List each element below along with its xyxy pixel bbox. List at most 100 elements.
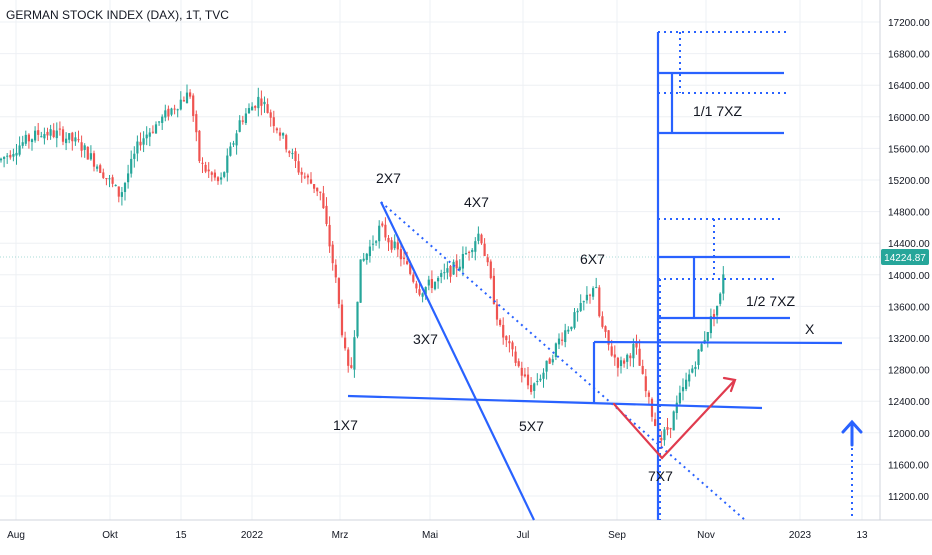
- candle-body: [322, 193, 325, 209]
- candle-body: [452, 261, 455, 275]
- candle-body: [9, 154, 12, 158]
- candle-body: [607, 330, 610, 345]
- candle-body: [278, 132, 282, 136]
- x-tick-label: Nov: [697, 530, 715, 541]
- candle-body: [722, 274, 725, 294]
- candle-body: [616, 357, 619, 368]
- y-tick-label: 14400.00: [888, 239, 930, 250]
- candle-body: [517, 361, 520, 367]
- candle-body: [105, 178, 108, 180]
- candle-body: [260, 98, 263, 106]
- wave-label-3x7: 3X7: [413, 331, 438, 347]
- candle-body: [495, 304, 499, 320]
- candle-body: [164, 110, 167, 118]
- x-tick-label: Okt: [102, 530, 118, 541]
- candle-body: [663, 429, 666, 441]
- candle-body: [480, 234, 483, 244]
- candle-body: [247, 108, 251, 114]
- candle-body: [167, 108, 170, 117]
- candle-body: [430, 279, 433, 289]
- wave-label-6x7: 6X7: [580, 251, 605, 267]
- candle-body: [189, 92, 192, 97]
- candle-body: [114, 185, 117, 187]
- candle-body: [455, 260, 458, 269]
- y-tick-label: 16800.00: [888, 50, 930, 61]
- x-tick-label: Jul: [517, 530, 530, 541]
- candle-body: [644, 376, 647, 392]
- candle-body: [499, 319, 502, 325]
- candle-body: [158, 121, 161, 123]
- candle-body: [424, 287, 427, 295]
- candle-body: [297, 161, 300, 173]
- candle-body: [55, 130, 58, 139]
- candle-body: [213, 172, 216, 178]
- candle-body: [520, 367, 523, 376]
- candle-body: [263, 101, 266, 105]
- candle-body: [399, 249, 402, 260]
- y-tick-label: 12800.00: [888, 366, 930, 377]
- candle-body: [542, 372, 545, 379]
- candle-body: [638, 348, 641, 366]
- candle-body: [18, 145, 21, 155]
- candle-body: [83, 145, 86, 150]
- candle-body: [390, 240, 393, 250]
- candle-body: [619, 360, 623, 367]
- candle-body: [46, 131, 49, 136]
- candle-body: [579, 303, 582, 311]
- last-price-text: 14224.87: [884, 253, 926, 264]
- candle-body: [384, 224, 387, 238]
- candle-body: [40, 136, 43, 138]
- candle-body: [266, 104, 269, 113]
- candle-body: [508, 341, 511, 344]
- y-tick-label: 15600.00: [888, 144, 930, 155]
- candle-body: [626, 354, 629, 362]
- candle-body: [182, 100, 185, 102]
- candle-body: [99, 165, 102, 174]
- candle-body: [375, 241, 378, 243]
- candle-body: [396, 242, 399, 250]
- annotation-1-1-7xz: 1/1 7XZ: [693, 103, 742, 119]
- candle-body: [61, 129, 65, 142]
- candle-body: [71, 132, 74, 142]
- candle-body: [108, 178, 111, 180]
- candle-body: [570, 326, 573, 330]
- candle-body: [340, 304, 344, 336]
- candle-body: [142, 138, 145, 145]
- candle-body: [402, 257, 406, 260]
- candle-body: [282, 133, 285, 136]
- candle-body: [716, 305, 719, 316]
- grid: [0, 0, 880, 520]
- candle-body: [719, 293, 722, 304]
- candle-body: [588, 294, 592, 296]
- candle-body: [464, 253, 468, 255]
- candle-body: [80, 142, 83, 151]
- candle-body: [387, 237, 390, 243]
- candle-body: [170, 108, 173, 115]
- candle-body: [161, 116, 164, 123]
- candle-body: [709, 316, 712, 334]
- candle-body: [635, 342, 638, 348]
- candle-body: [216, 177, 220, 182]
- candle-body: [502, 324, 505, 338]
- candle-body: [195, 114, 198, 133]
- candle-body: [210, 172, 213, 175]
- candle-body: [179, 99, 182, 110]
- candle-body: [604, 326, 607, 332]
- candle-body: [443, 272, 446, 274]
- last-price-badge: 14224.87: [881, 249, 929, 265]
- candle-body: [58, 128, 61, 130]
- candle-body: [139, 141, 142, 146]
- candle-body: [647, 392, 650, 397]
- candle-body: [316, 187, 319, 192]
- candle-body: [123, 182, 127, 192]
- candle-body: [474, 241, 477, 252]
- candle-body: [89, 153, 92, 160]
- candle-body: [241, 120, 244, 122]
- candle-body: [567, 329, 570, 332]
- candle-body: [440, 273, 443, 277]
- candle-body: [204, 164, 207, 172]
- candle-body: [598, 287, 601, 317]
- candle-body: [623, 360, 626, 364]
- candle-body: [406, 261, 409, 265]
